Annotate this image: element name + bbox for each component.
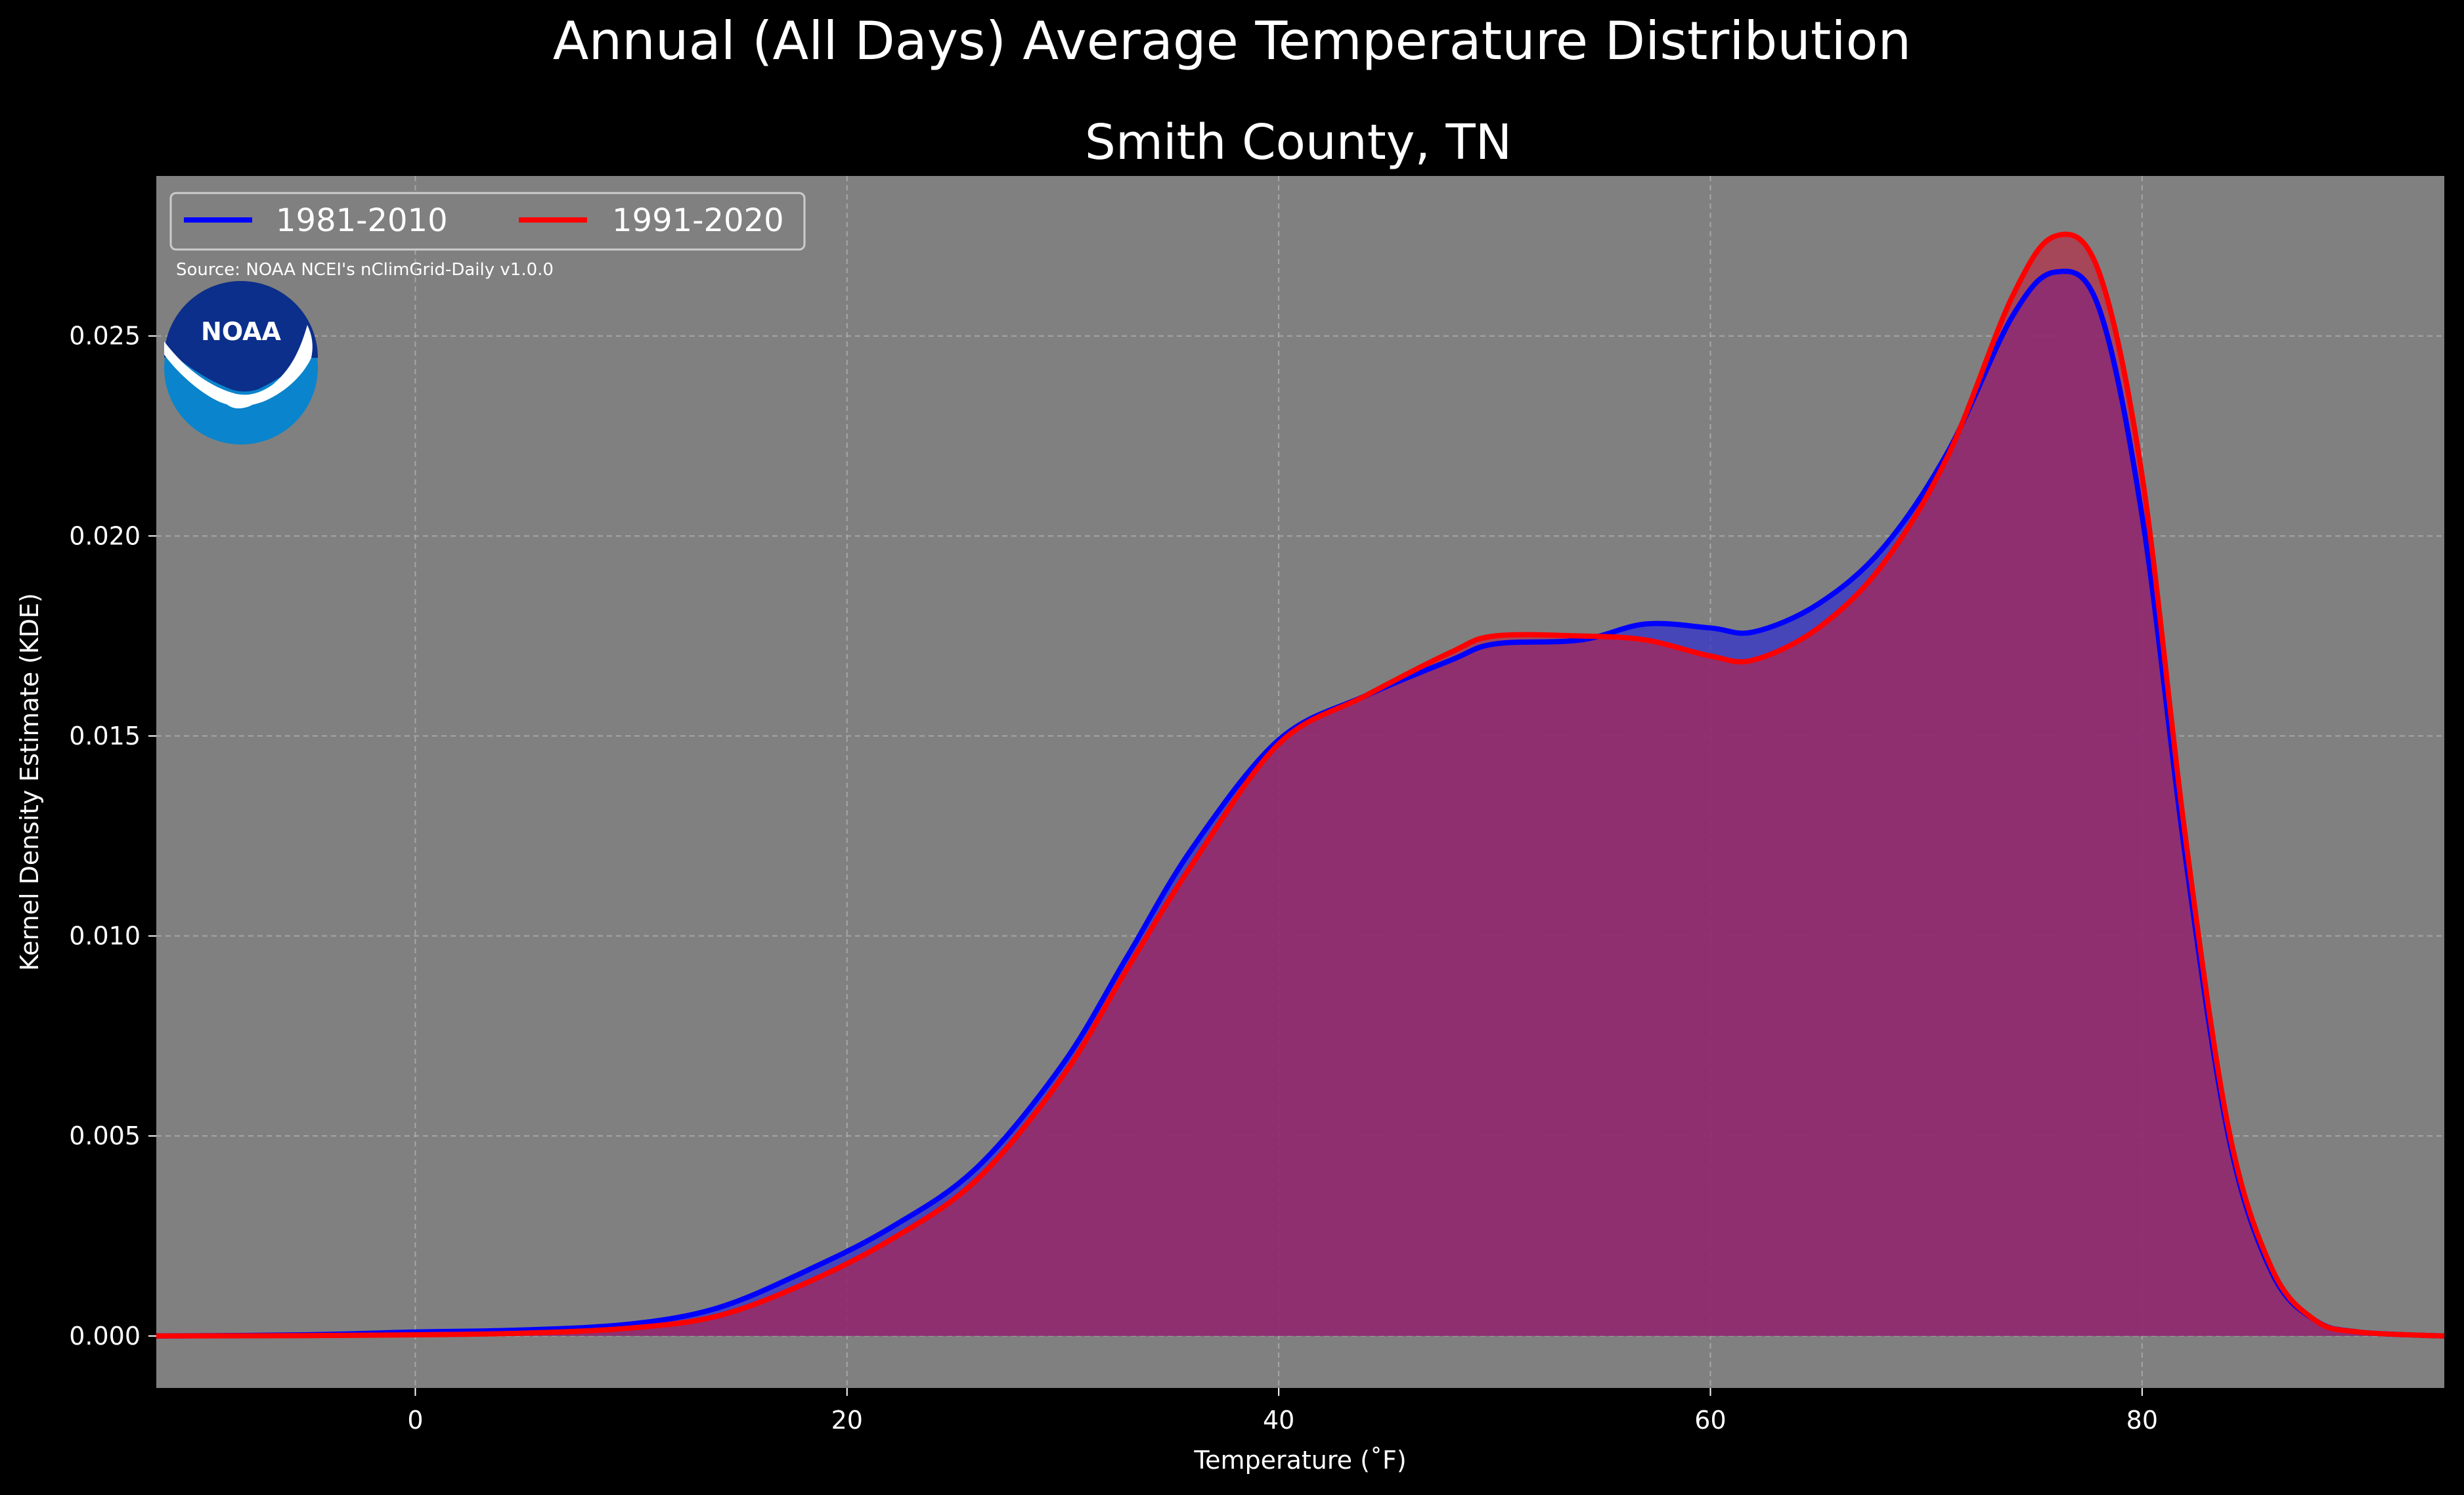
x-axis-label: Temperature (˚F) [1193,1446,1406,1475]
chart-suptitle: Annual (All Days) Average Temperature Di… [553,11,1911,72]
chart-title: Smith County, TN [1085,114,1512,171]
y-tick-label: 0.005 [69,1121,141,1150]
legend-box [169,192,806,251]
x-axis-ticks: 0 20 40 60 80 [407,1388,2158,1435]
y-axis-label: Kernel Density Estimate (KDE) [15,593,44,971]
y-tick-label: 0.015 [69,722,141,750]
x-tick-label: 0 [407,1406,423,1435]
x-tick-label: 60 [1694,1406,1726,1435]
y-tick-label: 0.020 [69,521,141,550]
series-lines [156,231,2445,1339]
series-areas [156,234,2444,1336]
legend-label-1991-2020: 1991-2020 [612,202,784,239]
x-tick-label: 80 [2126,1406,2158,1435]
x-tick-label: 40 [1263,1406,1294,1435]
line-1991-2020 [156,231,2445,1339]
legend: 1981-2010 1991-2020 [169,192,806,251]
noaa-logo-text: NOAA [201,317,281,346]
area-1991-2020 [156,234,2444,1336]
y-tick-label: 0.010 [69,922,141,951]
source-note: Source: NOAA NCEI's nClimGrid-Daily v1.0… [176,260,554,280]
y-tick-label: 0.025 [69,322,141,351]
y-tick-label: 0.000 [69,1322,141,1351]
x-tick-label: 20 [831,1406,863,1435]
y-axis-ticks: 0.000 0.005 0.010 0.015 0.020 0.025 [69,322,156,1351]
noaa-logo: NOAA [164,281,318,444]
legend-label-1981-2010: 1981-2010 [276,202,448,239]
